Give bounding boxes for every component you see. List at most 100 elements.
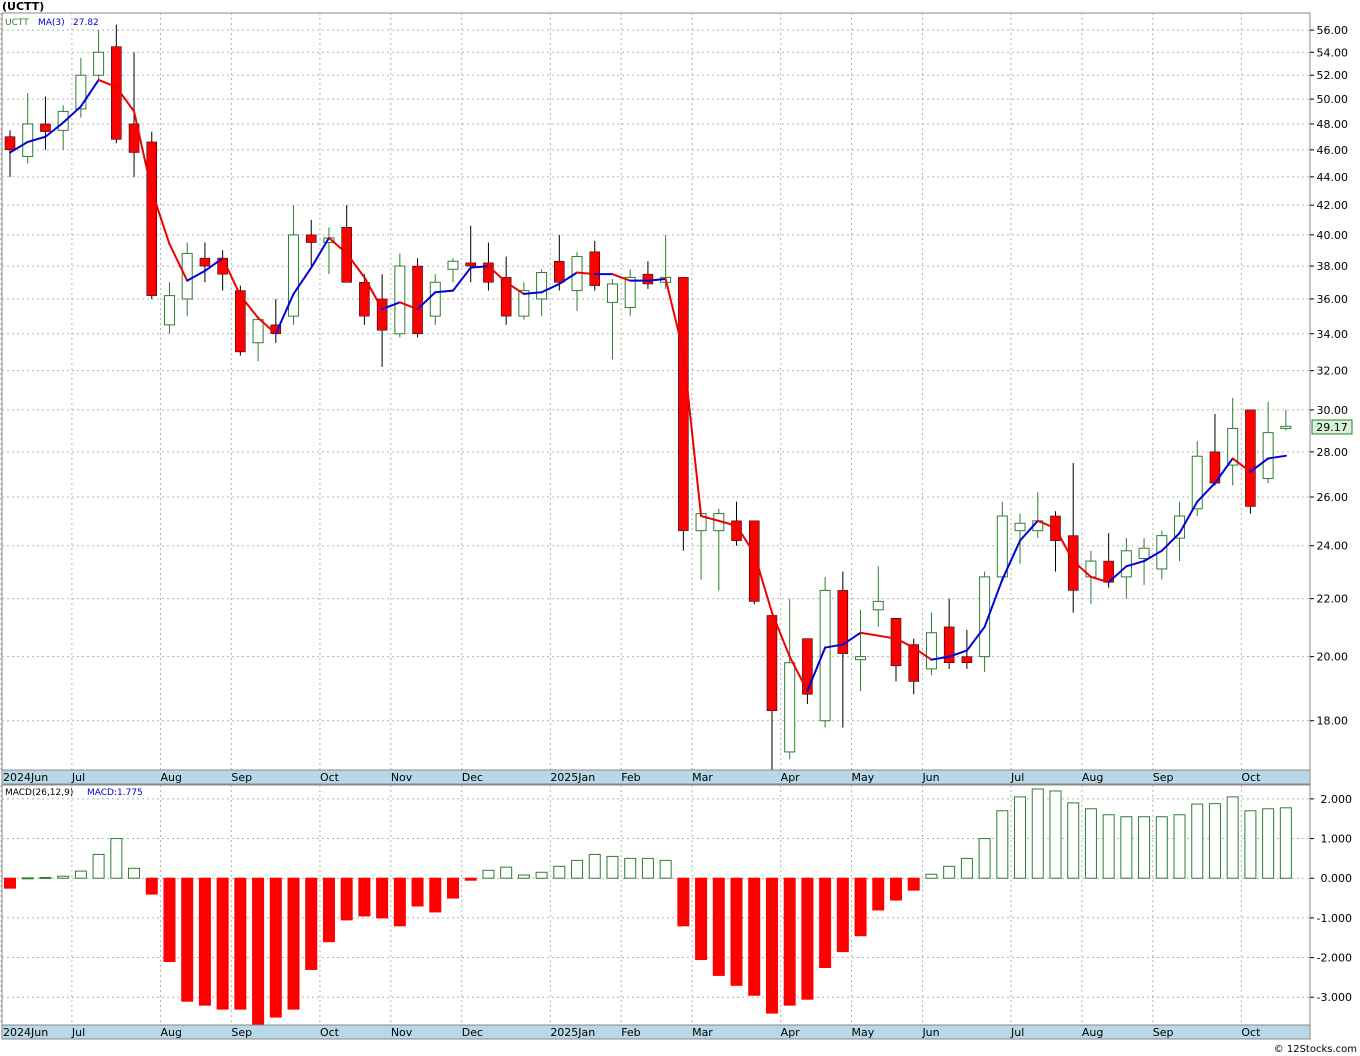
ma-segment: [452, 266, 472, 292]
ma-segment: [1001, 539, 1022, 581]
candle-body-down: [483, 262, 494, 283]
macd-x-tick-label: Aug: [160, 1026, 181, 1039]
price-x-tick-label: Sep: [1153, 771, 1174, 784]
macd-y-tick-label: -3.000: [1317, 991, 1352, 1004]
price-legend-ma-label: MA(3): [38, 18, 65, 28]
ma-segment: [186, 269, 206, 282]
candle: [447, 258, 459, 283]
macd-bar-positive: [128, 867, 141, 879]
macd-bar-positive: [482, 869, 495, 879]
candle-body-down: [1067, 535, 1079, 591]
candle: [1245, 409, 1256, 514]
candle: [1067, 462, 1079, 613]
macd-bar-negative: [322, 877, 335, 943]
candle-body-up: [394, 265, 406, 335]
candle-body-down: [908, 644, 919, 682]
macd-bar-positive: [1102, 814, 1115, 879]
candle: [606, 279, 618, 360]
macd-bar-negative: [836, 877, 849, 953]
ma-segment: [558, 271, 579, 285]
macd-legend-label: MACD(26,12,9): [5, 788, 73, 798]
ma-segment: [1072, 560, 1092, 578]
macd-bar-positive: [517, 874, 530, 879]
ma-segment: [682, 350, 703, 518]
ma-segment: [310, 236, 330, 269]
macd-bar-negative: [234, 877, 247, 1010]
ma-segment: [168, 243, 189, 282]
macd-bar-positive: [960, 857, 973, 879]
macd-y-tick-label: 0.000: [1321, 872, 1353, 885]
price-legend-symbol: UCTT: [5, 18, 29, 28]
ma-segment: [133, 110, 153, 192]
macd-x-tick-label: Jun: [921, 1026, 939, 1039]
macd-bar-negative: [358, 877, 371, 917]
price-x-tick-label: May: [852, 771, 875, 784]
ma-segment: [62, 105, 82, 124]
price-y-tick-label: 48.00: [1317, 118, 1349, 131]
macd-x-tick-label: Sep: [231, 1026, 252, 1039]
candle: [252, 316, 264, 362]
candle: [748, 520, 760, 605]
ma-segment: [44, 121, 65, 138]
candle-body-up: [1120, 550, 1132, 578]
macd-bar-positive: [1279, 807, 1292, 879]
ma-segment: [1178, 500, 1199, 535]
ma-segment: [1160, 532, 1181, 552]
macd-x-tick-label: Mar: [692, 1026, 713, 1039]
ma-segment: [9, 140, 29, 154]
last-price-value: 29.17: [1316, 421, 1348, 434]
ma-segment: [1249, 457, 1270, 473]
price-x-tick-label: Sep: [231, 771, 252, 784]
candle-body-up: [979, 576, 991, 658]
macd-histogram: [4, 788, 1292, 1026]
ma-segment: [841, 631, 862, 646]
ma-segment: [717, 519, 738, 527]
macd-bar-negative: [765, 877, 778, 1014]
ma-segment: [1267, 454, 1287, 460]
candle: [429, 274, 441, 325]
candle-body-down: [890, 618, 902, 667]
candle: [500, 256, 512, 325]
price-y-tick-label: 32.00: [1317, 365, 1349, 378]
candle: [855, 609, 867, 692]
ma-segment: [469, 265, 490, 269]
price-y-tick-label: 54.00: [1317, 46, 1349, 59]
ma-segment: [398, 301, 419, 311]
price-x-tick-label: Oct: [1241, 771, 1261, 784]
candle-body-up: [181, 252, 193, 300]
candle-body-down: [1245, 409, 1256, 507]
ma-segment: [257, 316, 277, 335]
ma-segment: [576, 271, 596, 276]
candle-body-up: [1174, 515, 1186, 539]
macd-bar-negative: [252, 877, 265, 1026]
macd-bar-negative: [340, 877, 353, 921]
macd-x-tick-label: Sep: [1153, 1026, 1174, 1039]
candle-body-up: [1156, 535, 1168, 570]
macd-bar-positive: [659, 859, 672, 879]
candle: [872, 566, 884, 627]
candle: [784, 598, 796, 760]
candle-body-up: [1280, 425, 1292, 429]
macd-bar-negative: [730, 877, 743, 986]
ma-segment: [611, 273, 632, 282]
ma-segment: [664, 278, 685, 353]
ma-segment: [1213, 457, 1234, 485]
candle-body-down: [465, 262, 476, 267]
ma-segment: [1036, 519, 1057, 530]
candle: [235, 285, 246, 356]
macd-bar-negative: [907, 877, 920, 891]
ma-segment: [1107, 565, 1128, 584]
ma-segment: [877, 634, 897, 640]
candle-body-down: [802, 638, 813, 695]
price-x-tick-label: Feb: [621, 771, 640, 784]
candle-body-up: [1014, 522, 1026, 532]
macd-bar-positive: [535, 871, 548, 879]
ma-segment: [381, 301, 401, 311]
macd-x-tick-label: Oct: [1241, 1026, 1261, 1039]
price-x-tick-label: Nov: [391, 771, 413, 784]
macd-x-axis: 2024Jun Jul Aug Sep Oct Nov Dec 2025Jan Feb Mar Ap…: [3, 1026, 1261, 1039]
macd-bar-negative: [783, 877, 796, 1006]
ma-segment: [700, 515, 720, 522]
macd-bar-positive: [21, 877, 34, 880]
macd-panel: -3.000 -2.000 -1.000 0.000 1.000 2.000 2024Ju…: [0, 784, 1353, 1040]
